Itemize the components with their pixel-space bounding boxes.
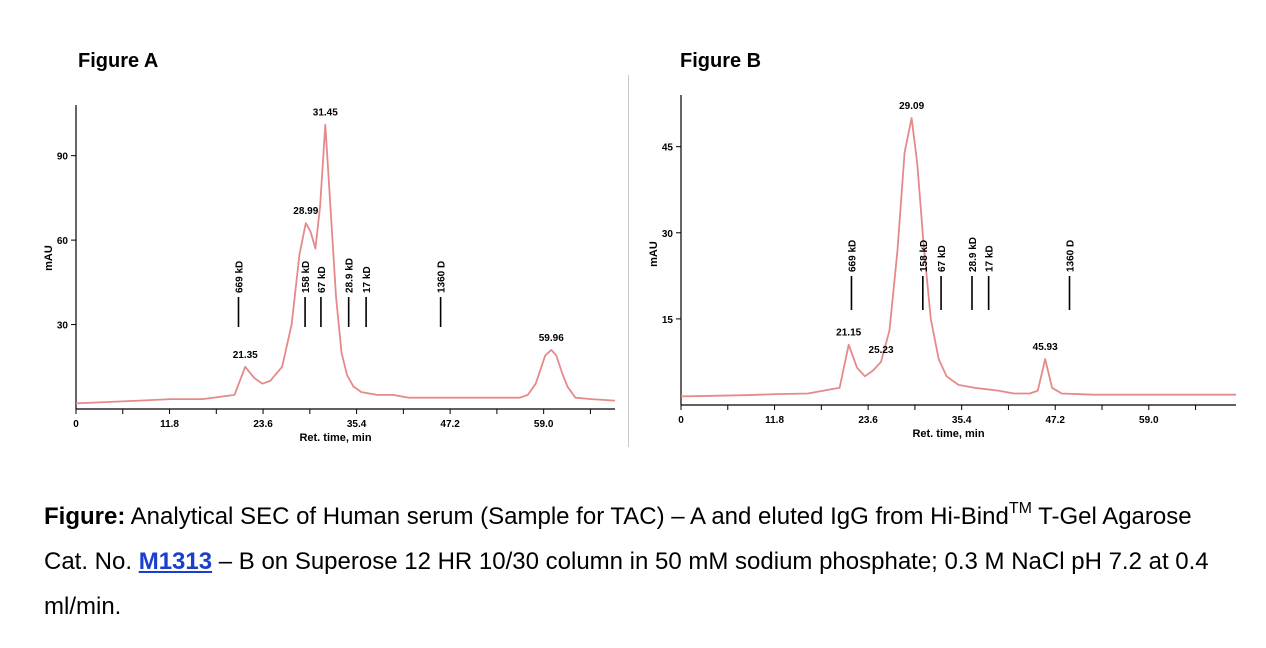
product-link[interactable]: M1313 — [138, 548, 213, 575]
peak-label: 28.99 — [293, 206, 318, 217]
x-tick-label: 23.6 — [253, 419, 273, 430]
x-tick-label: 35.4 — [952, 415, 972, 426]
mw-marker-label: 67 kD — [317, 266, 328, 293]
x-tick-label: 59.0 — [534, 419, 554, 430]
peak-label: 25.23 — [869, 345, 894, 356]
peak-label: 21.35 — [233, 350, 258, 361]
chromatograms: 0 11.8 23.6 35.4 47.2 59.0 30 60 90 Ret. time, mi… — [43, 95, 1236, 444]
x-tick-label: 59.0 — [1139, 415, 1159, 426]
figure-caption: Figure: Analytical SEC of Human serum (S… — [44, 494, 1234, 629]
caption-text-2: T-Gel Agarose Cat. No. — [44, 503, 1192, 575]
peak-label: 29.09 — [899, 101, 924, 112]
x-tick-label: 47.2 — [1045, 415, 1065, 426]
mw-marker-label: 17 kD — [985, 245, 996, 272]
x-tick-label: 35.4 — [347, 419, 367, 430]
chromatogram-trace — [75, 123, 616, 405]
peak-label: 31.45 — [313, 108, 338, 119]
mw-marker-label: 1360 D — [1066, 240, 1077, 272]
x-tick-label: 23.6 — [858, 415, 878, 426]
y-tick-label: 45 — [662, 143, 674, 154]
mw-marker-label: 158 kD — [919, 240, 930, 272]
mw-marker-label: 1360 D — [437, 261, 448, 293]
y-tick-label: 15 — [662, 315, 674, 326]
figure-a-title: Figure A — [78, 50, 159, 72]
y-tick-label: 30 — [57, 321, 69, 332]
y-axis-label: mAU — [648, 241, 660, 267]
caption-text-3: – B on Superose 12 HR 10/30 column in 50… — [44, 548, 1209, 620]
peak-label: 21.15 — [836, 328, 861, 339]
x-tick-label: 11.8 — [160, 419, 179, 430]
caption-trademark: TM — [1008, 500, 1032, 517]
peak-label: 45.93 — [1033, 342, 1058, 353]
mw-marker-label: 17 kD — [362, 266, 373, 293]
x-tick-label: 47.2 — [440, 419, 460, 430]
mw-marker-label: 28.9 kD — [345, 258, 356, 293]
y-tick-label: 30 — [662, 229, 674, 240]
y-tick-label: 60 — [57, 236, 69, 247]
y-tick-label: 90 — [57, 152, 69, 163]
figure-b-chart: 0 11.8 23.6 35.4 47.2 59.0 15 30 45 Ret. time, mi… — [648, 95, 1236, 440]
mw-marker-label: 67 kD — [937, 245, 948, 272]
panel-divider — [628, 75, 629, 447]
caption-text-1: Analytical SEC of Human serum (Sample fo… — [125, 503, 1009, 530]
mw-marker-label: 158 kD — [301, 261, 312, 293]
peak-label: 59.96 — [539, 333, 564, 344]
figure-b-title: Figure B — [680, 50, 762, 72]
x-axis-label: Ret. time, min — [912, 428, 984, 440]
mw-marker-label: 669 kD — [234, 261, 245, 293]
mw-marker-label: 669 kD — [847, 240, 858, 272]
x-axis-label: Ret. time, min — [299, 432, 371, 444]
x-tick-label: 0 — [678, 415, 684, 426]
chromatogram-trace — [680, 117, 1236, 398]
caption-lead: Figure: — [44, 503, 126, 530]
mw-marker-label: 28.9 kD — [968, 237, 979, 272]
x-tick-label: 11.8 — [765, 415, 784, 426]
figure-a-chart: 0 11.8 23.6 35.4 47.2 59.0 30 60 90 Ret. time, mi… — [43, 105, 616, 444]
x-tick-label: 0 — [73, 419, 79, 430]
y-axis-label: mAU — [43, 245, 55, 271]
